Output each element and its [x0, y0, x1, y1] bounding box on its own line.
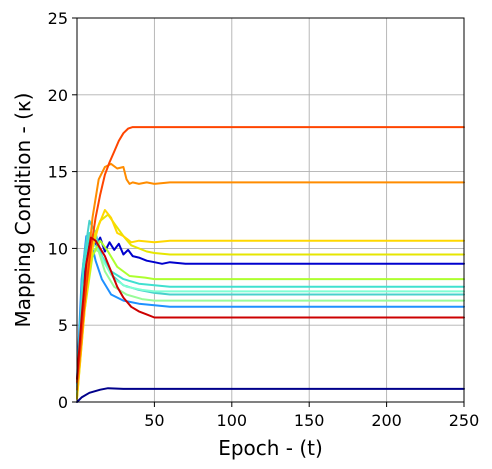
y-tick-label: 0 [58, 393, 68, 412]
x-tick-label: 200 [371, 411, 402, 430]
x-tick-label: 250 [449, 411, 480, 430]
series-line [76, 232, 465, 391]
plot-frame [76, 17, 465, 403]
y-tick-label: 15 [48, 163, 68, 182]
y-axis-label: Mapping Condition - (κ) [11, 93, 35, 328]
series-line [76, 126, 465, 383]
series-line [76, 162, 465, 391]
y-tick-label: 10 [48, 239, 68, 258]
grid [77, 17, 465, 403]
y-tick-label: 20 [48, 86, 68, 105]
y-tick-label: 25 [48, 9, 68, 28]
x-tick-label: 50 [144, 411, 164, 430]
x-tick-label: 150 [294, 411, 325, 430]
series-line [76, 387, 465, 403]
y-axis-ticks: 0 5 10 15 20 25 [48, 9, 77, 412]
series-group [76, 126, 465, 403]
x-axis-ticks: 50 100 150 200 250 [144, 402, 479, 430]
x-tick-label: 100 [217, 411, 248, 430]
series-line [76, 236, 465, 380]
series-line [76, 247, 465, 396]
series-line [76, 209, 465, 400]
y-tick-label: 5 [58, 316, 68, 335]
x-axis-label: Epoch - (t) [218, 436, 323, 460]
